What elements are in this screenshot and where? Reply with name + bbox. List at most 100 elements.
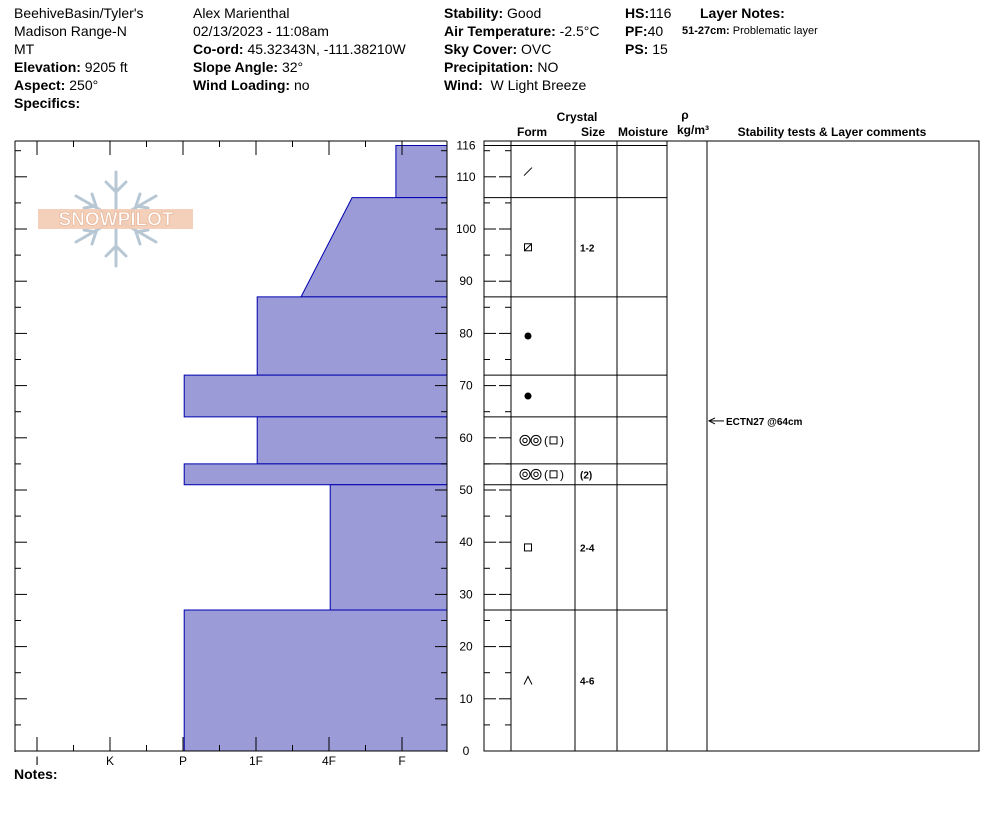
slope-value: 32° [281,59,304,75]
notes-row: Notes: [14,765,58,783]
sky-value: OVC [521,41,552,57]
conditions-block: Stability: Good Air Temperature: -2.5°C … [444,4,600,94]
location-line1: BeehiveBasin/Tyler's [14,5,144,21]
coord-value: 45.32343N, -111.38210W [247,41,406,57]
depth-label: 116 [456,138,475,152]
precip-particles-icon [523,167,533,176]
layer-bar-4 [183,374,448,418]
ps-value: 15 [652,41,668,57]
moisture-header: Moisture [618,125,668,139]
air-temp-row: Air Temperature: -2.5°C [444,22,600,40]
hardness-label: 1F [249,754,263,768]
layer-note-row: 51-27cm: Problematic layer [682,22,818,40]
stability-tests: ECTN27 @64cm [707,417,803,428]
aspect-value: 250° [69,77,99,93]
svg-text:(: ( [544,467,548,481]
layer-notes-label: Layer Notes: [700,5,785,21]
wind-loading-row: Wind Loading: no [193,76,406,94]
stability-header: Stability tests & Layer comments [738,125,927,139]
specifics-label: Specifics: [14,95,81,111]
depth-label: 90 [459,274,473,288]
air-temp-value: -2.5°C [559,23,600,39]
stability-test-marker: ECTN27 @64cm [707,417,803,428]
depth-hoar-icon [523,675,533,685]
depth-label: 60 [459,431,473,445]
svg-text:): ) [560,467,564,481]
layer-note-text: Problematic layer [732,25,818,37]
elevation-label: Elevation: [14,59,81,75]
crystal-sizes: 1-2 (2) 2-4 4-6 [580,243,595,687]
wind-loading-label: Wind Loading: [193,77,291,93]
table-depth-ticks [484,150,511,752]
layer-bar-5 [256,416,448,465]
hs-label: HS: [625,5,650,21]
hardness-ticks [36,141,403,751]
stability-row: Stability: Good [444,4,600,22]
precip-label: Precipitation: [444,59,534,75]
crystal-forms: ()() [519,167,564,685]
melt-forms-icon [524,332,532,340]
wind-label: Wind: [444,77,483,93]
layer-bar-2 [300,197,448,298]
melt-forms-icon [524,392,532,400]
faceted-rounded-icon [524,243,532,252]
hs-value: 116 [649,5,672,21]
pf-row: PF:40 [625,22,671,40]
aspect-row: Aspect: 250° [14,76,144,94]
rho-header: ρ [681,108,688,122]
layer-table [483,140,980,752]
layer-bar-3 [256,296,448,376]
crystal-size-label: 2-4 [580,543,595,554]
depth-label: 0 [463,744,470,758]
depth-axis: 0 10 20 30 40 50 60 70 80 90 100 110 116 [15,138,476,758]
location-line2: Madison Range-N [14,23,127,39]
form-header: Form [517,125,547,139]
depth-label: 70 [459,379,473,393]
sky-row: Sky Cover: OVC [444,40,600,58]
precip-value: NO [537,59,559,75]
size-header: Size [581,125,605,139]
mf-facets-icon: () [519,467,564,481]
hardness-label: 4F [322,754,336,768]
notes-label: Notes: [14,766,58,782]
stability-test-label: ECTN27 @64cm [726,417,803,428]
wind-loading-value: no [293,77,310,93]
hardness-profile [183,144,448,752]
hardness-label: I [35,754,38,768]
layer-bar-7 [329,484,448,611]
ps-row: PS: 15 [625,40,671,58]
layer-bar-8 [183,609,448,752]
logo-text: SNOWPILOT [58,210,173,231]
location-line3: MT [14,41,35,57]
precip-row: Precipitation: NO [444,58,600,76]
faceted-icon [524,543,532,552]
snowpilot-logo: SNOWPILOT [38,170,193,268]
depth-label: 100 [456,222,476,236]
observer-block: Alex Marienthal 02/13/2023 - 11:08am Co-… [193,4,406,94]
ps-label: PS: [625,41,649,57]
aspect-label: Aspect: [14,77,66,93]
layer-bar-6 [183,463,448,486]
coord-row: Co-ord: 45.32343N, -111.38210W [193,40,406,58]
layer-bar-1 [395,144,448,199]
mf-facets-icon: () [519,433,564,447]
pf-value: 40 [647,23,664,39]
slope-label: Slope Angle: [193,59,279,75]
svg-text:): ) [560,433,564,447]
crystal-size-label: 1-2 [580,243,595,254]
hs-row: HS:116 [625,4,671,22]
location-block: BeehiveBasin/Tyler's Madison Range-N MT … [14,4,144,112]
wind-value: W Light Breeze [490,77,587,93]
specifics-row: Specifics: [14,94,144,112]
slope-row: Slope Angle: 32° [193,58,406,76]
depth-label: 20 [459,640,473,654]
depth-label: 40 [459,535,473,549]
stability-label: Stability: [444,5,504,21]
hardness-label: K [106,754,114,768]
depth-label: 30 [459,587,473,601]
density-unit-header: kg/m³ [677,123,709,137]
elevation-row: Elevation: 9205 ft [14,58,144,76]
crystal-size-label: 4-6 [580,677,595,688]
depth-label: 10 [459,692,473,706]
